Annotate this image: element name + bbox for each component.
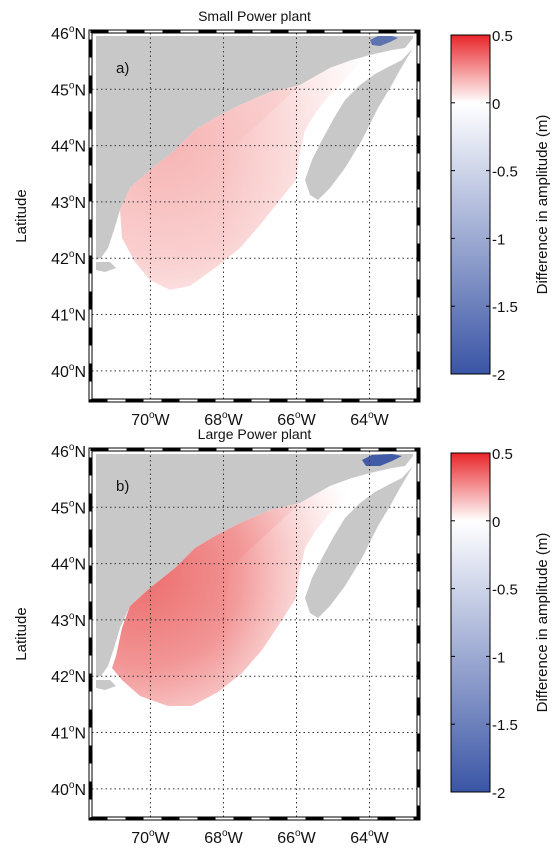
y-axis-label: Latitude — [13, 607, 30, 660]
lat-tick-label: 45oN — [51, 80, 86, 99]
lat-tick-label: 43oN — [51, 611, 86, 630]
map-frame — [88, 447, 421, 821]
lon-tick-label: 64oW — [350, 410, 389, 429]
y-axis-label: Latitude — [13, 189, 30, 242]
lon-tick-label: 70oW — [131, 410, 170, 429]
lat-tick-label: 46oN — [51, 442, 86, 461]
lat-tick-label: 40oN — [51, 780, 86, 799]
panel-title: Large Power plant — [198, 426, 312, 442]
cape-cod-landmass — [96, 680, 116, 690]
minas-basin-negative-field — [370, 36, 398, 46]
lat-tick-label: 41oN — [51, 724, 86, 743]
colorbar-tick-label: 0 — [492, 96, 500, 113]
lon-tick-label: 68oW — [204, 828, 243, 847]
colorbar-tick-label: -1.5 — [492, 717, 518, 734]
lat-tick-label: 41oN — [51, 306, 86, 325]
colorbar-tick-label: -2 — [492, 367, 505, 384]
colorbar-tick-label: 0.5 — [492, 28, 513, 45]
panel-label: b) — [116, 478, 129, 495]
lat-tick-label: 45oN — [51, 498, 86, 517]
colorbar-tick-label: 0.5 — [492, 446, 513, 463]
lon-tick-label: 66oW — [277, 410, 316, 429]
lat-tick-label: 42oN — [51, 667, 86, 686]
minas-basin-negative-field — [362, 454, 402, 466]
colorbar: 0.5 0 -0.5 -1 -1.5 -2 Difference in amplitude … — [450, 446, 551, 802]
nova-scotia-landmass — [305, 466, 413, 618]
lon-tick-label: 70oW — [131, 828, 170, 847]
lat-tick-label: 44oN — [51, 555, 86, 574]
mainland-landmass — [96, 454, 413, 678]
nova-scotia-landmass — [305, 48, 413, 200]
lon-tick-label: 64oW — [350, 828, 389, 847]
colorbar-tick-label: -0.5 — [492, 164, 518, 181]
map-panel-large: Large Power plant b) 46oN 45oN 44oN 43oN 42oN 4… — [13, 426, 551, 847]
lat-tick-label: 40oN — [51, 362, 86, 381]
map-frame — [88, 29, 421, 403]
colorbar-tick-label: 0 — [492, 514, 500, 531]
cape-cod-landmass — [96, 262, 116, 272]
field-offshore-fade — [218, 60, 360, 274]
lat-tick-label: 42oN — [51, 249, 86, 268]
colorbar-gradient — [450, 452, 491, 793]
colorbar: 0.5 0 -0.5 -1 -1.5 -2 Difference in amplitude … — [450, 28, 551, 384]
field-offshore-fade — [218, 478, 360, 692]
lat-tick-label: 43oN — [51, 193, 86, 212]
panel-title: Small Power plant — [198, 8, 311, 24]
colorbar-tick-label: -0.5 — [492, 582, 518, 599]
panel-label: a) — [116, 60, 129, 77]
lon-tick-label: 66oW — [277, 828, 316, 847]
colorbar-tick-label: -1 — [492, 649, 505, 666]
map-panel-small: Small Power plant a) 46oN 45oN 44oN 43oN 42oN 4… — [13, 8, 551, 429]
colorbar-tick-label: -2 — [492, 785, 505, 802]
lat-tick-label: 46oN — [51, 24, 86, 43]
colorbar-label: Difference in amplitude (m) — [534, 533, 551, 713]
colorbar-label: Difference in amplitude (m) — [534, 115, 551, 295]
colorbar-tick-label: -1 — [492, 231, 505, 248]
lon-tick-label: 68oW — [204, 410, 243, 429]
colorbar-tick-label: -1.5 — [492, 299, 518, 316]
colorbar-gradient — [450, 34, 491, 375]
mainland-landmass — [96, 36, 413, 260]
lat-tick-label: 44oN — [51, 137, 86, 156]
